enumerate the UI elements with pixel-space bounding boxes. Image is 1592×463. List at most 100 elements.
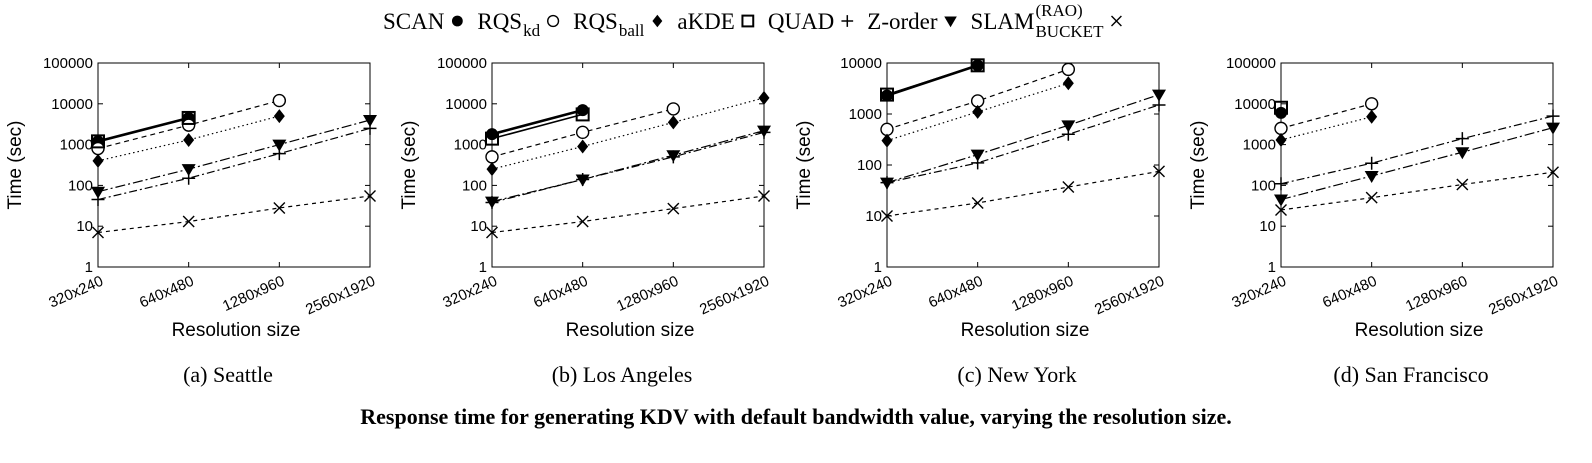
- data-point: [1364, 170, 1379, 183]
- series-z-order: [485, 125, 771, 209]
- data-point: [1366, 109, 1378, 124]
- series-line: [1280, 103, 1372, 129]
- y-tick-label: 1000: [849, 106, 882, 123]
- data-point: [1062, 181, 1075, 194]
- series-z-order: [91, 115, 377, 199]
- y-tick-label: 100000: [43, 55, 93, 72]
- series-line: [1280, 115, 1554, 185]
- x-tick-label: 2560x1920: [303, 273, 378, 319]
- data-point: [576, 215, 589, 228]
- data-point: [1275, 132, 1287, 147]
- series-line: [491, 131, 765, 204]
- y-tick-label: 10000: [840, 55, 882, 72]
- data-point: [91, 134, 105, 149]
- series-quad: [1274, 109, 1560, 191]
- data-point: [181, 110, 196, 125]
- series-akde: [91, 110, 196, 149]
- series-rqs-ball: [92, 109, 285, 168]
- data-point: [364, 189, 376, 202]
- legend-label-5: Z-order: [867, 9, 938, 34]
- data-point: [577, 139, 589, 154]
- data-point: [666, 102, 681, 116]
- y-tick-label: 100000: [437, 55, 487, 72]
- data-point: [485, 196, 499, 209]
- legend-label-sup-6: (RAO): [1035, 1, 1082, 20]
- legend-label-1: RQS: [477, 9, 522, 34]
- data-point: [1061, 120, 1076, 133]
- x-axis-label: Resolution size: [172, 320, 301, 341]
- x-tick-label: 2560x1920: [697, 273, 772, 319]
- y-axis-label: Time (sec): [399, 120, 420, 209]
- legend-label-3: aKDE: [677, 9, 734, 34]
- data-point: [667, 202, 680, 215]
- plot-frame: [97, 62, 371, 268]
- y-tick-label: 10000: [1234, 96, 1276, 113]
- data-point: [182, 215, 195, 228]
- data-point: [1274, 121, 1288, 136]
- x-tick-label: 640x480: [926, 273, 986, 312]
- series-line: [1280, 171, 1554, 211]
- data-point: [1152, 89, 1166, 102]
- series-line: [886, 170, 1160, 217]
- data-point: [667, 115, 679, 130]
- legend-label-2: RQS: [573, 9, 618, 34]
- data-point: [1275, 203, 1287, 216]
- y-tick-label: 1000: [454, 137, 487, 154]
- series-rqs-ball: [1275, 109, 1378, 147]
- series-akde: [485, 107, 590, 146]
- series-line: [886, 64, 978, 96]
- data-point: [970, 149, 985, 162]
- data-point: [1546, 122, 1560, 135]
- series-quad: [880, 98, 1166, 190]
- data-point: [272, 139, 287, 152]
- data-point: [1455, 147, 1470, 160]
- data-point: [273, 109, 285, 124]
- data-point: [970, 58, 985, 73]
- data-point: [486, 162, 498, 177]
- y-tick-label: 1: [479, 259, 487, 276]
- data-point: [272, 93, 287, 108]
- data-point: [181, 118, 196, 132]
- legend-label-6: SLAM: [971, 9, 1035, 34]
- x-tick-label: 320x240: [46, 273, 106, 312]
- series-line: [97, 195, 371, 234]
- y-tick-label: 1: [85, 259, 93, 276]
- y-tick-label: 100: [857, 157, 882, 174]
- x-tick-label: 320x240: [440, 273, 500, 312]
- series-line: [886, 68, 1069, 130]
- data-point: [91, 141, 105, 156]
- y-tick-label: 10: [470, 218, 487, 235]
- data-point: [575, 107, 590, 122]
- panel-subtitle: (d) San Francisco: [1333, 362, 1488, 387]
- data-point: [575, 125, 590, 140]
- y-tick-label: 10000: [445, 96, 487, 113]
- series-line: [886, 94, 1160, 184]
- data-point: [1365, 191, 1378, 204]
- series-rqs-ball: [881, 76, 1074, 148]
- panel-subtitle: (a) Seattle: [183, 362, 273, 387]
- chart-panel-0: 1 10 100 1000 10000 100000 320x240 640x480 1280x…: [5, 55, 378, 387]
- data-point: [92, 153, 104, 168]
- legend-label-sub-2: ball: [619, 21, 645, 40]
- data-point: [666, 150, 681, 163]
- x-tick-label: 2560x1920: [1486, 273, 1561, 319]
- series-line: [491, 113, 583, 140]
- filled-triangle-down-icon: [944, 16, 957, 28]
- data-point: [181, 164, 196, 177]
- series-line: [1280, 127, 1554, 201]
- data-point: [758, 189, 770, 202]
- data-point: [1547, 166, 1559, 179]
- data-point: [880, 122, 894, 137]
- y-tick-label: 100: [68, 177, 93, 194]
- data-point: [486, 226, 498, 239]
- series-slam-bucket-rao-: [92, 189, 376, 239]
- data-point: [1365, 156, 1379, 170]
- y-tick-label: 10: [1259, 218, 1276, 235]
- data-point: [1274, 177, 1288, 191]
- data-point: [485, 150, 499, 164]
- plus-icon: [841, 15, 854, 27]
- x-axis-label: Resolution size: [1355, 320, 1484, 341]
- series-quad: [91, 121, 377, 207]
- x-tick-label: 320x240: [835, 273, 895, 312]
- series-slam-bucket-rao-: [881, 165, 1165, 222]
